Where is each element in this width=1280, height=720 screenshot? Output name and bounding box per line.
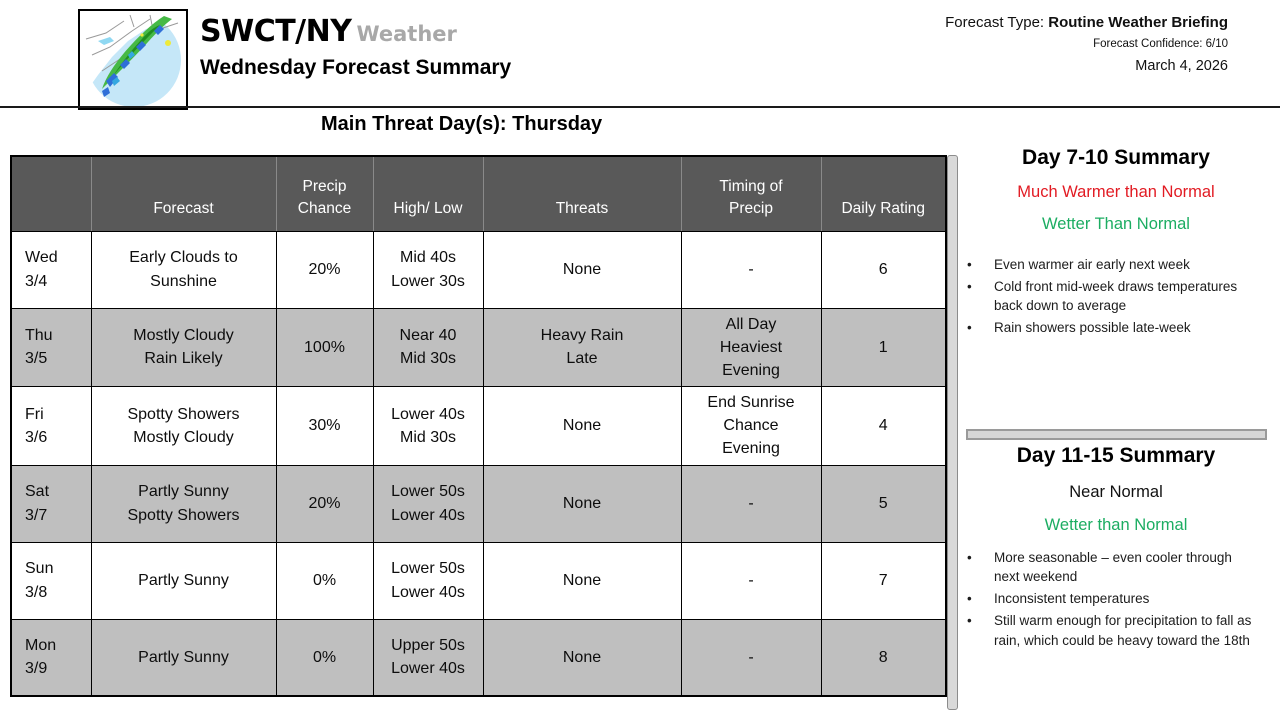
summary-7-10-title: Day 7-10 Summary — [1022, 146, 1210, 169]
day-cell: Thu 3/5 — [10, 307, 92, 388]
rating-cell: 8 — [820, 618, 947, 697]
summary-bullet: Cold front mid-week draws temperatures b… — [962, 277, 1258, 315]
precip-outlook: Wetter Than Normal — [1042, 215, 1190, 233]
timing-cell: - — [680, 541, 822, 620]
day-cell: Fri 3/6 — [10, 386, 92, 466]
table-row: Sun 3/8 Partly Sunny 0% Lower 50s Lower 40s… — [10, 541, 947, 620]
summary-bullet: More seasonable – even cooler through ne… — [962, 548, 1258, 586]
high-low-cell: Upper 50s Lower 40s — [372, 618, 484, 697]
day-11-15-summary: Day 11-15 Summary Near Normal Wetter tha… — [962, 444, 1270, 653]
high-low-cell: Lower 50s Lower 40s — [372, 464, 484, 543]
temperature-outlook: Near Normal — [1069, 483, 1163, 501]
high-low-cell: Mid 40s Lower 30s — [372, 230, 484, 309]
timing-cell: End Sunrise Chance Evening — [680, 386, 822, 466]
timing-cell: All Day Heaviest Evening — [680, 307, 822, 388]
summary-bullet-list: More seasonable – even cooler through ne… — [962, 548, 1270, 650]
radar-map-logo — [78, 9, 188, 110]
column-header: Daily Rating — [820, 155, 947, 232]
threats-cell: None — [482, 541, 682, 620]
forecast-cell: Mostly Cloudy Rain Likely — [90, 307, 277, 388]
table-row: Fri 3/6 Spotty Showers Mostly Cloudy 30% Lo… — [10, 386, 947, 466]
day-cell: Wed 3/4 — [10, 230, 92, 309]
summary-bullet-list: Even warmer air early next week Cold fron… — [962, 255, 1270, 338]
table-row: Mon 3/9 Partly Sunny 0% Upper 50s Lower 40s… — [10, 618, 947, 697]
timing-cell: - — [680, 464, 822, 543]
precip-chance-cell: 100% — [275, 307, 374, 388]
high-low-cell: Lower 40s Mid 30s — [372, 386, 484, 466]
forecast-type-line: Forecast Type: Routine Weather Briefing — [945, 14, 1228, 31]
slide-subtitle: Wednesday Forecast Summary — [200, 56, 512, 79]
summary-bullet: Still warm enough for precipitation to f… — [962, 611, 1258, 649]
rating-cell: 5 — [820, 464, 947, 543]
forecast-confidence: Forecast Confidence: 6/10 — [1093, 38, 1228, 50]
column-header: Threats — [482, 155, 682, 232]
meta-block: Forecast Type: Routine Weather Briefing … — [945, 14, 1228, 74]
precip-chance-cell: 20% — [275, 230, 374, 309]
precip-chance-cell: 20% — [275, 464, 374, 543]
high-low-cell: Lower 50s Lower 40s — [372, 541, 484, 620]
day-7-10-summary: Day 7-10 Summary Much Warmer than Normal… — [962, 146, 1270, 341]
column-header: Precip Chance — [275, 155, 374, 232]
forecast-table: Forecast Precip Chance High/ Low Threats Tim… — [10, 155, 947, 698]
precip-outlook: Wetter than Normal — [1044, 516, 1188, 534]
column-header: Timing of Precip — [680, 155, 822, 232]
precip-chance-cell: 0% — [275, 541, 374, 620]
forecast-cell: Spotty Showers Mostly Cloudy — [90, 386, 277, 466]
summary-11-15-title: Day 11-15 Summary — [1016, 444, 1216, 467]
summary-bullet: Inconsistent temperatures — [962, 589, 1258, 608]
horizontal-divider-bar — [966, 429, 1267, 440]
column-header: Forecast — [90, 155, 277, 232]
rating-cell: 7 — [820, 541, 947, 620]
precip-chance-cell: 30% — [275, 386, 374, 466]
summary-bullet: Rain showers possible late-week — [962, 318, 1258, 337]
table-row: Wed 3/4 Early Clouds to Sunshine 20% Mid 40… — [10, 230, 947, 309]
threats-cell: Heavy Rain Late — [482, 307, 682, 388]
forecast-type-label: Forecast Type: — [945, 14, 1049, 31]
threats-cell: None — [482, 230, 682, 309]
forecast-cell: Early Clouds to Sunshine — [90, 230, 277, 309]
table-row: Thu 3/5 Mostly Cloudy Rain Likely 100% Near… — [10, 307, 947, 388]
temperature-outlook: Much Warmer than Normal — [1017, 183, 1215, 201]
brand-suffix: Weather — [356, 22, 457, 46]
brand-title: SWCT/NY — [200, 14, 352, 49]
header-divider — [0, 106, 1280, 108]
rating-cell: 4 — [820, 386, 947, 466]
rating-cell: 6 — [820, 230, 947, 309]
forecast-cell: Partly Sunny — [90, 541, 277, 620]
vertical-divider-bar — [947, 155, 958, 710]
column-header: High/ Low — [372, 155, 484, 232]
forecast-cell: Partly Sunny — [90, 618, 277, 697]
main-threat-heading: Main Threat Day(s): Thursday — [321, 113, 603, 135]
threats-cell: None — [482, 386, 682, 466]
threats-cell: None — [482, 618, 682, 697]
threats-cell: None — [482, 464, 682, 543]
precip-chance-cell: 0% — [275, 618, 374, 697]
high-low-cell: Near 40 Mid 30s — [372, 307, 484, 388]
day-cell: Sun 3/8 — [10, 541, 92, 620]
title-block: SWCT/NY Weather Wednesday Forecast Summar… — [200, 14, 511, 80]
day-cell: Mon 3/9 — [10, 618, 92, 697]
forecast-type-value: Routine Weather Briefing — [1048, 14, 1228, 31]
summary-bullet: Even warmer air early next week — [962, 255, 1258, 274]
table-header-row: Forecast Precip Chance High/ Low Threats Tim… — [10, 155, 947, 232]
day-cell: Sat 3/7 — [10, 464, 92, 543]
forecast-table-body: Wed 3/4 Early Clouds to Sunshine 20% Mid 40… — [10, 230, 947, 697]
timing-cell: - — [680, 618, 822, 697]
rating-cell: 1 — [820, 307, 947, 388]
forecast-cell: Partly Sunny Spotty Showers — [90, 464, 277, 543]
radar-map-icon — [80, 11, 186, 108]
briefing-date: March 4, 2026 — [1135, 58, 1228, 74]
table-row: Sat 3/7 Partly Sunny Spotty Showers 20% Low… — [10, 464, 947, 543]
timing-cell: - — [680, 230, 822, 309]
column-header — [10, 155, 92, 232]
